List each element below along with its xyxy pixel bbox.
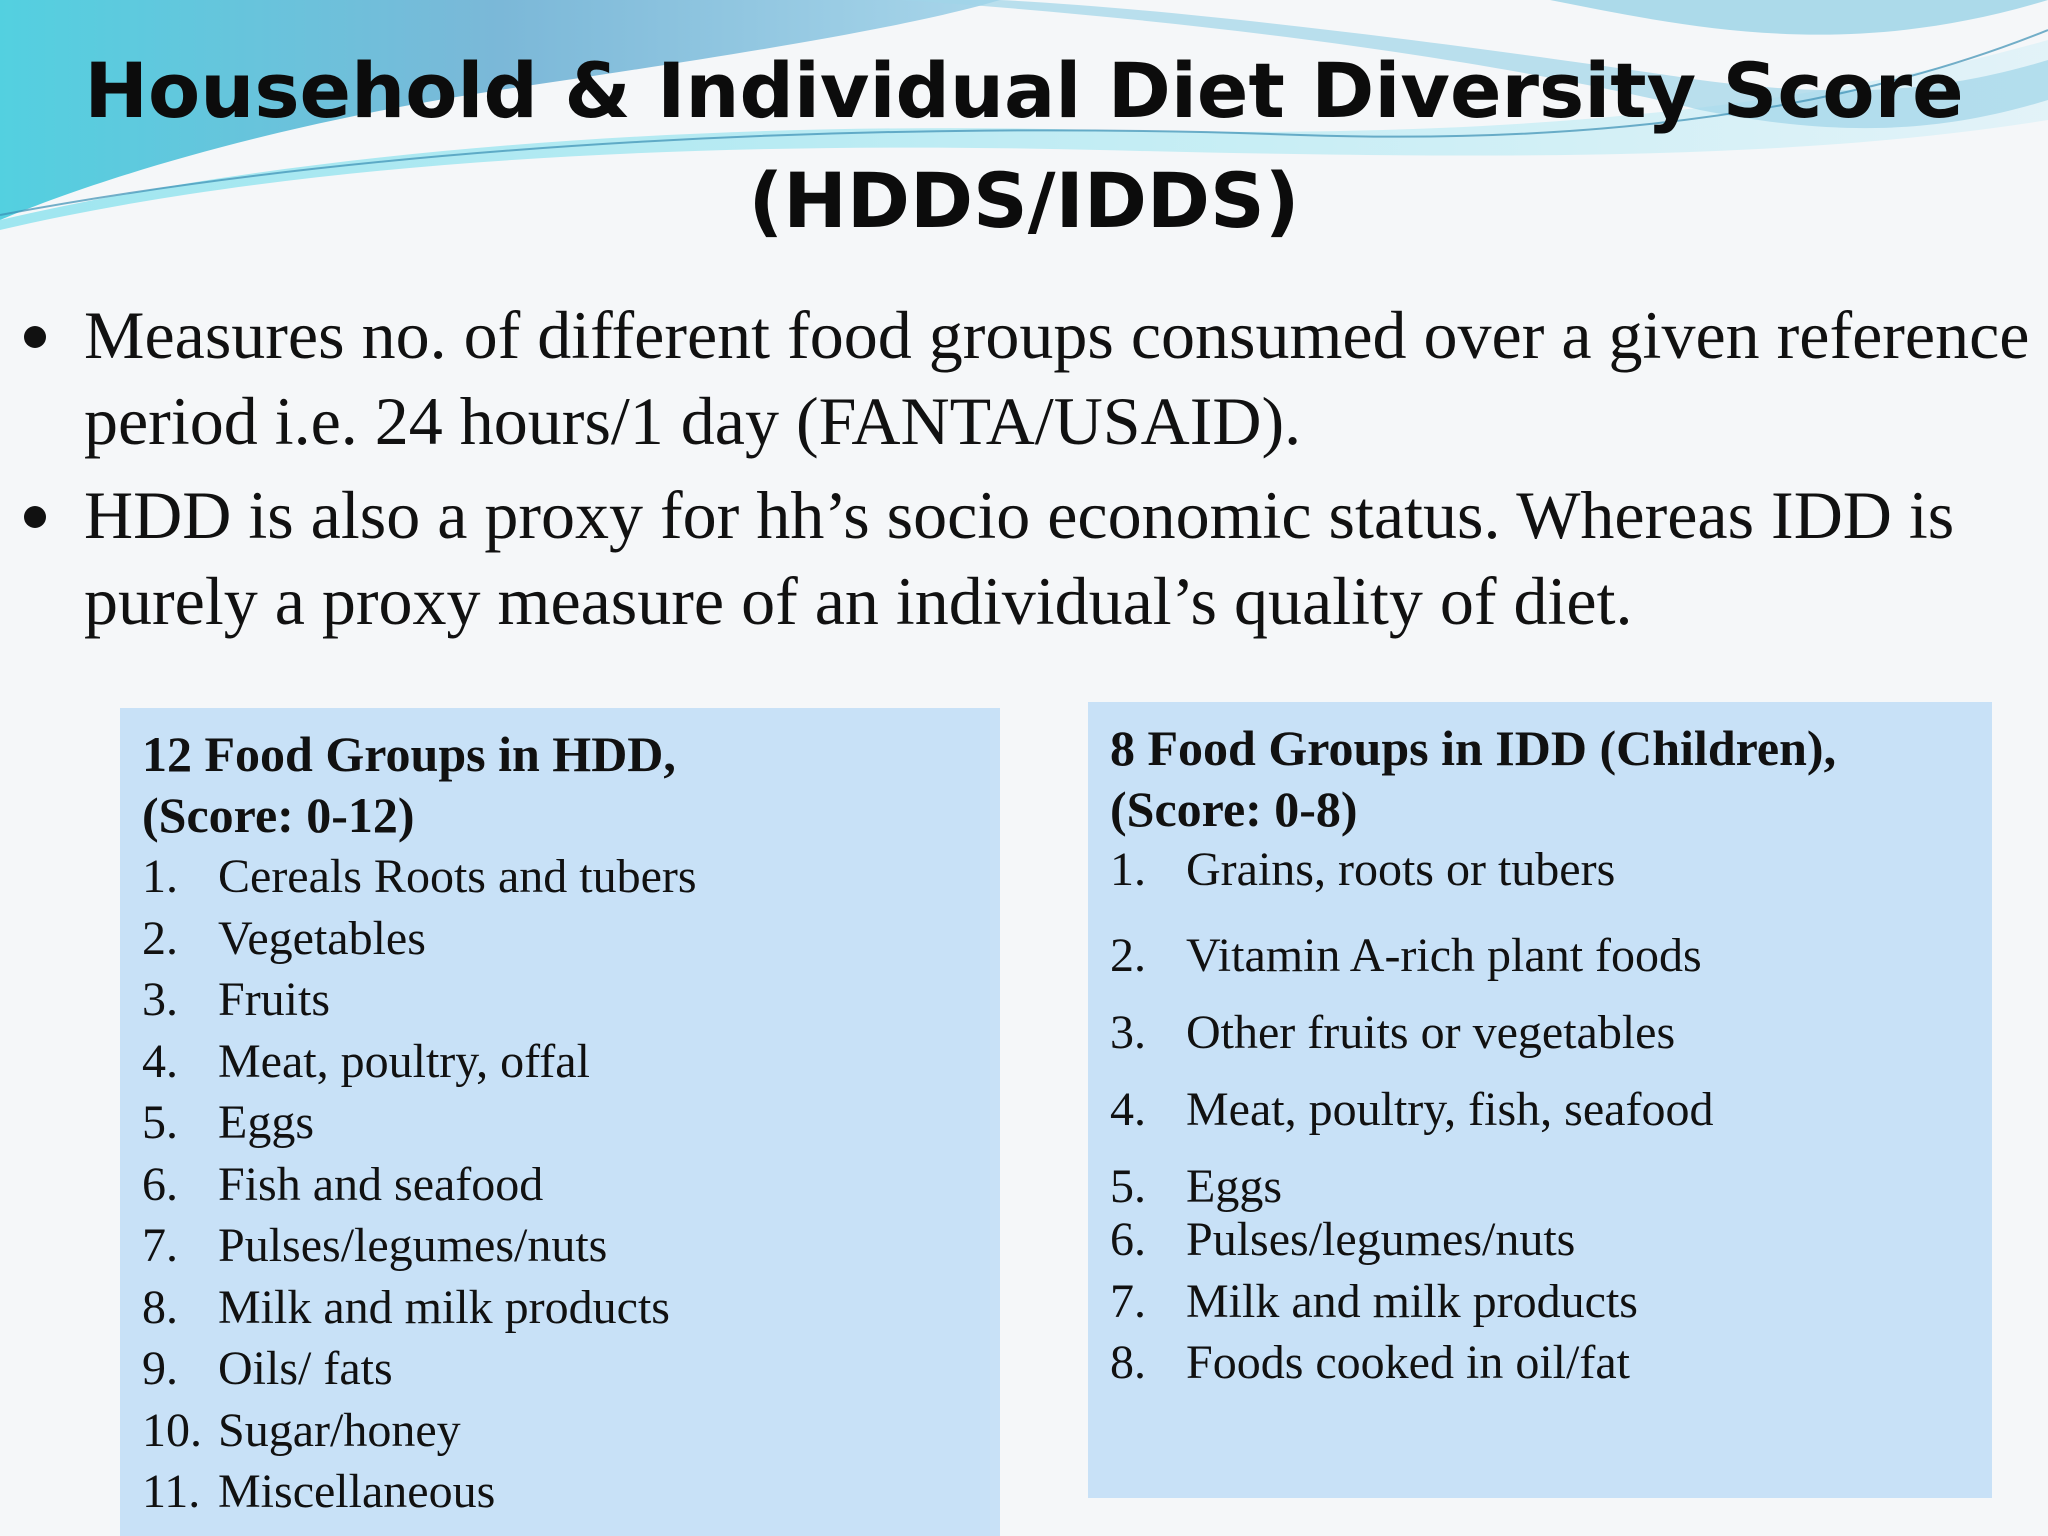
list-item-number: 9.: [142, 1342, 178, 1395]
list-item: 9. Oils/ fats: [120, 1338, 1000, 1400]
list-item-label: Foods cooked in oil/fat: [1186, 1336, 1630, 1389]
hdd-box-heading: 12 Food Groups in HDD, (Score: 0-12): [120, 708, 1000, 846]
list-item: 5. Eggs: [1088, 1147, 1992, 1213]
slide-title: Household & Individual Diet Diversity Sc…: [0, 36, 2048, 256]
bullet-text: HDD is also a proxy for hh’s socio econo…: [84, 477, 1955, 639]
list-item-label: Eggs: [218, 1096, 314, 1149]
list-item-number: 2.: [1110, 929, 1146, 982]
list-item: 8. Milk and milk products: [120, 1277, 1000, 1339]
list-item: 6. Fish and seafood: [120, 1154, 1000, 1216]
list-item: 10. Sugar/honey: [120, 1400, 1000, 1462]
slide-title-line1: Household & Individual Diet Diversity Sc…: [84, 46, 1964, 135]
list-item-label: Oils/ fats: [218, 1342, 393, 1395]
list-item-number: 3.: [142, 973, 178, 1026]
list-item: 1. Cereals Roots and tubers: [120, 846, 1000, 908]
list-item-number: 3.: [1110, 1006, 1146, 1059]
bullet-dot-icon: [24, 326, 46, 348]
list-item-label: Meat, poultry, fish, seafood: [1186, 1083, 1714, 1136]
list-item-label: Pulses/legumes/nuts: [218, 1219, 608, 1272]
list-item-label: Fruits: [218, 973, 331, 1026]
list-item: 2. Vitamin A-rich plant foods: [1088, 916, 1992, 993]
slide-title-line2: (HDDS/IDDS): [748, 156, 1300, 245]
list-item-number: 6.: [142, 1157, 178, 1211]
list-item-label: Fish and seafood: [218, 1157, 544, 1211]
list-item: 2. Vegetables: [120, 908, 1000, 970]
list-item: 6. Pulses/legumes/nuts: [1088, 1207, 1992, 1269]
list-item-number: 8.: [142, 1280, 178, 1334]
list-item: 7. Pulses/legumes/nuts: [120, 1215, 1000, 1277]
list-item-number: 7.: [142, 1219, 178, 1272]
list-item: 4. Meat, poultry, fish, seafood: [1088, 1070, 1992, 1147]
list-item-label: Miscellaneous: [218, 1465, 496, 1518]
list-item-label: Pulses/legumes/nuts: [1186, 1213, 1576, 1266]
hdd-food-group-list: 1. Cereals Roots and tubers 2. Vegetables …: [120, 846, 1000, 1523]
list-item: 11. Miscellaneous: [120, 1461, 1000, 1523]
idd-heading-line2: (Score: 0-8): [1110, 781, 1358, 837]
list-item-number: 10.: [142, 1403, 202, 1457]
bullet-dot-icon: [24, 506, 46, 528]
bullet-list: Measures no. of different food groups co…: [20, 292, 2030, 652]
hdd-food-groups-box: 12 Food Groups in HDD, (Score: 0-12) 1. C…: [120, 708, 1000, 1536]
bullet-item: Measures no. of different food groups co…: [20, 292, 2030, 464]
list-item-number: 4.: [142, 1034, 178, 1088]
list-item-number: 6.: [1110, 1213, 1146, 1266]
list-item: 8. Foods cooked in oil/fat: [1088, 1330, 1992, 1392]
list-item-label: Eggs: [1186, 1160, 1282, 1213]
list-item: 5. Eggs: [120, 1092, 1000, 1154]
idd-box-heading: 8 Food Groups in IDD (Children), (Score:…: [1088, 702, 1992, 840]
idd-heading-line1: 8 Food Groups in IDD (Children),: [1110, 720, 1837, 776]
list-item-number: 7.: [1110, 1274, 1146, 1328]
list-item: 1. Grains, roots or tubers: [1088, 840, 1992, 916]
list-item: 4. Meat, poultry, offal: [120, 1031, 1000, 1093]
idd-food-groups-box: 8 Food Groups in IDD (Children), (Score:…: [1088, 702, 1992, 1498]
list-item-number: 1.: [1110, 843, 1146, 896]
bullet-item: HDD is also a proxy for hh’s socio econo…: [20, 472, 2030, 644]
list-item-label: Sugar/honey: [218, 1403, 461, 1457]
header-wave-decoration: [0, 0, 2048, 230]
list-item-label: Meat, poultry, offal: [218, 1034, 590, 1088]
hdd-heading-line2: (Score: 0-12): [142, 787, 415, 843]
list-item-label: Milk and milk products: [218, 1280, 670, 1334]
hdd-heading-line1: 12 Food Groups in HDD,: [142, 726, 676, 782]
list-item-number: 11.: [142, 1465, 201, 1518]
list-item-number: 8.: [1110, 1336, 1146, 1389]
list-item: 3. Other fruits or vegetables: [1088, 993, 1992, 1070]
list-item-number: 1.: [142, 850, 178, 903]
idd-food-group-list: 1. Grains, roots or tubers 2. Vitamin A-ri…: [1088, 840, 1992, 1392]
list-item: 7. Milk and milk products: [1088, 1269, 1992, 1331]
list-item-number: 4.: [1110, 1083, 1146, 1136]
list-item-label: Milk and milk products: [1186, 1274, 1638, 1328]
list-item-number: 5.: [1110, 1160, 1146, 1213]
list-item-label: Cereals Roots and tubers: [218, 850, 697, 903]
list-item-number: 5.: [142, 1096, 178, 1149]
list-item: 3. Fruits: [120, 969, 1000, 1031]
bullet-text: Measures no. of different food groups co…: [84, 297, 2030, 459]
list-item-label: Vegetables: [218, 911, 426, 965]
list-item-label: Grains, roots or tubers: [1186, 843, 1616, 896]
list-item-label: Other fruits or vegetables: [1186, 1006, 1676, 1059]
list-item-number: 2.: [142, 911, 178, 965]
list-item-label: Vitamin A-rich plant foods: [1186, 929, 1702, 982]
